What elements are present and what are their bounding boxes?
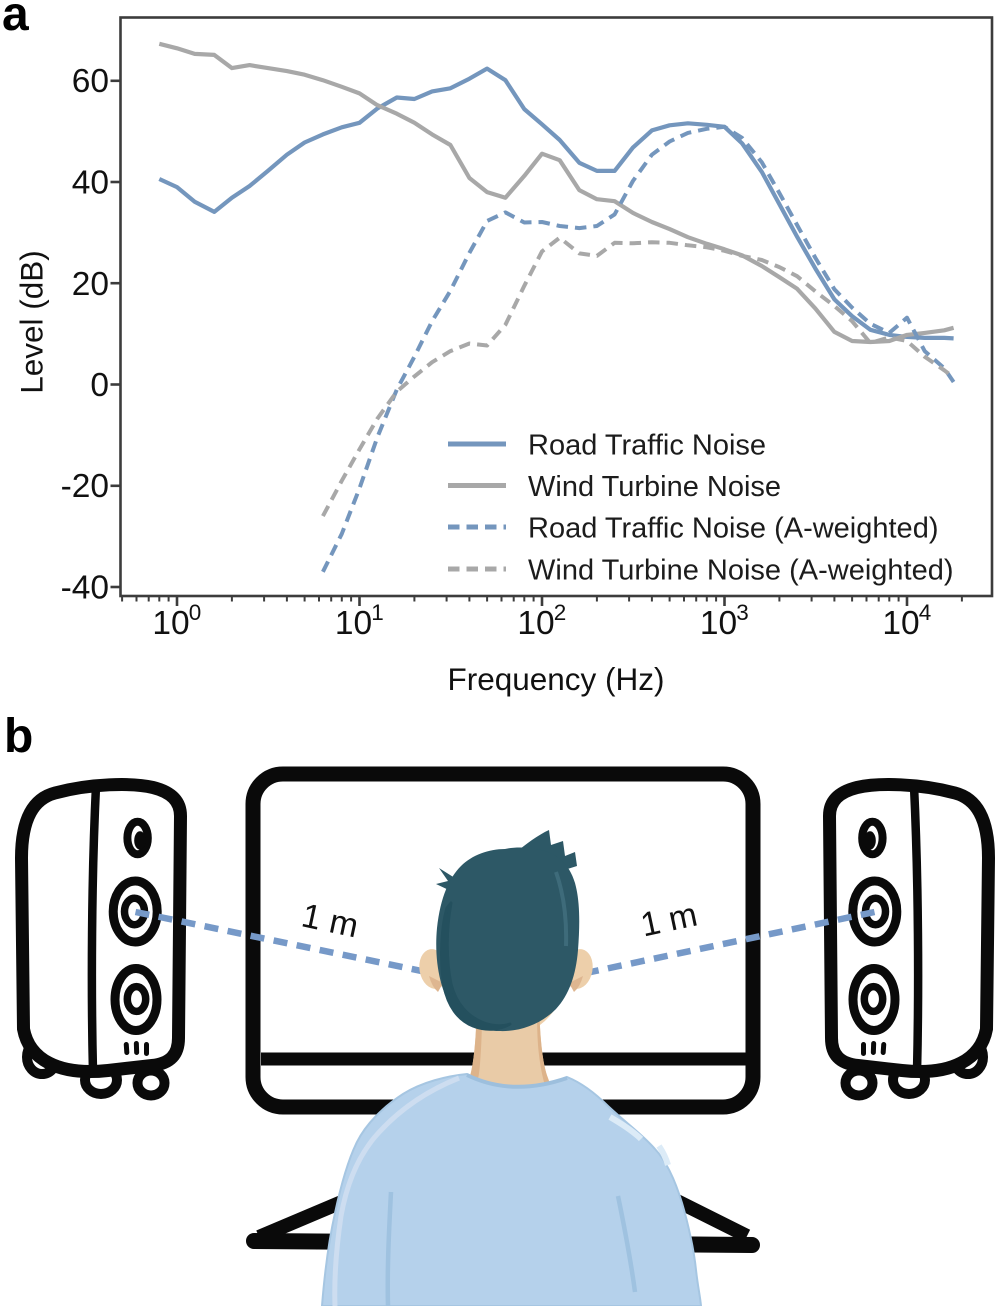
svg-text:40: 40 <box>72 165 109 202</box>
svg-text:2: 2 <box>554 600 567 625</box>
svg-text:Level (dB): Level (dB) <box>13 250 49 394</box>
svg-text:b: b <box>4 710 33 763</box>
svg-text:10: 10 <box>700 605 737 642</box>
svg-text:60: 60 <box>72 63 109 100</box>
svg-text:20: 20 <box>72 266 109 303</box>
svg-text:Road Traffic Noise (A-weighted: Road Traffic Noise (A-weighted) <box>528 513 938 545</box>
svg-text:0: 0 <box>90 367 109 404</box>
svg-text:1: 1 <box>371 600 384 625</box>
svg-text:10: 10 <box>152 605 189 642</box>
svg-text:4: 4 <box>919 600 932 625</box>
svg-text:10: 10 <box>882 605 919 642</box>
svg-text:Wind Turbine Noise (A-weighted: Wind Turbine Noise (A-weighted) <box>528 555 954 587</box>
svg-text:-40: -40 <box>61 570 109 607</box>
svg-text:10: 10 <box>335 605 372 642</box>
svg-text:0: 0 <box>189 600 202 625</box>
svg-text:Road Traffic Noise: Road Traffic Noise <box>528 430 766 462</box>
svg-text:1 m: 1 m <box>298 897 361 946</box>
svg-text:Frequency (Hz): Frequency (Hz) <box>447 661 664 697</box>
svg-text:10: 10 <box>517 605 554 642</box>
svg-text:Wind Turbine Noise: Wind Turbine Noise <box>528 471 781 503</box>
svg-text:-20: -20 <box>61 468 109 505</box>
svg-text:a: a <box>2 0 29 41</box>
svg-text:3: 3 <box>736 600 749 625</box>
svg-text:1 m: 1 m <box>637 896 700 945</box>
